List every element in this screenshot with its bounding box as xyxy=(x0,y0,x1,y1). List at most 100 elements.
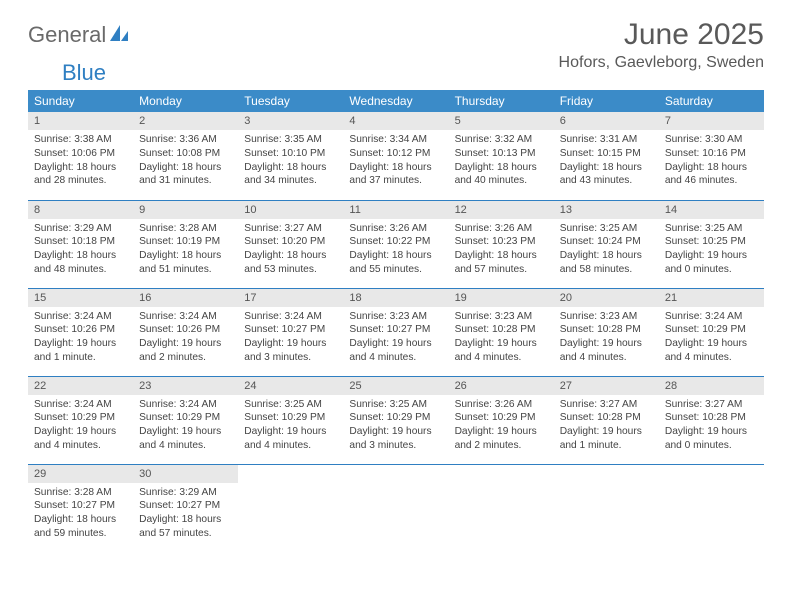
sunset-line: Sunset: 10:27 PM xyxy=(139,499,232,513)
sunset-line: Sunset: 10:26 PM xyxy=(139,323,232,337)
day-number: 7 xyxy=(659,112,764,130)
day-number: 21 xyxy=(659,289,764,307)
calendar-row: 22Sunrise: 3:24 AMSunset: 10:29 PMDaylig… xyxy=(28,376,764,464)
day-number: 28 xyxy=(659,377,764,395)
calendar-cell: 12Sunrise: 3:26 AMSunset: 10:23 PMDaylig… xyxy=(449,200,554,288)
sunset-line: Sunset: 10:08 PM xyxy=(139,147,232,161)
day-body: Sunrise: 3:28 AMSunset: 10:19 PMDaylight… xyxy=(133,219,238,283)
sunset-line: Sunset: 10:16 PM xyxy=(665,147,758,161)
daylight-line: Daylight: 18 hours and 28 minutes. xyxy=(34,161,127,189)
location: Hofors, Gaevleborg, Sweden xyxy=(559,54,764,72)
sunset-line: Sunset: 10:26 PM xyxy=(34,323,127,337)
sunrise-line: Sunrise: 3:24 AM xyxy=(34,398,127,412)
sunrise-line: Sunrise: 3:35 AM xyxy=(244,133,337,147)
day-number: 9 xyxy=(133,201,238,219)
calendar-row: 15Sunrise: 3:24 AMSunset: 10:26 PMDaylig… xyxy=(28,288,764,376)
sunset-line: Sunset: 10:25 PM xyxy=(665,235,758,249)
day-body: Sunrise: 3:29 AMSunset: 10:18 PMDaylight… xyxy=(28,219,133,283)
daylight-line: Daylight: 19 hours and 4 minutes. xyxy=(244,425,337,453)
calendar-cell: 5Sunrise: 3:32 AMSunset: 10:13 PMDayligh… xyxy=(449,112,554,200)
day-body: Sunrise: 3:28 AMSunset: 10:27 PMDaylight… xyxy=(28,483,133,547)
calendar-cell xyxy=(343,464,448,552)
calendar-cell: 24Sunrise: 3:25 AMSunset: 10:29 PMDaylig… xyxy=(238,376,343,464)
sunset-line: Sunset: 10:29 PM xyxy=(244,411,337,425)
sunrise-line: Sunrise: 3:32 AM xyxy=(455,133,548,147)
daylight-line: Daylight: 18 hours and 48 minutes. xyxy=(34,249,127,277)
sunrise-line: Sunrise: 3:29 AM xyxy=(34,222,127,236)
day-number: 1 xyxy=(28,112,133,130)
day-body: Sunrise: 3:24 AMSunset: 10:29 PMDaylight… xyxy=(659,307,764,371)
sunset-line: Sunset: 10:15 PM xyxy=(560,147,653,161)
month-title: June 2025 xyxy=(559,18,764,52)
calendar-cell: 27Sunrise: 3:27 AMSunset: 10:28 PMDaylig… xyxy=(554,376,659,464)
day-body: Sunrise: 3:25 AMSunset: 10:24 PMDaylight… xyxy=(554,219,659,283)
day-number: 18 xyxy=(343,289,448,307)
daylight-line: Daylight: 18 hours and 34 minutes. xyxy=(244,161,337,189)
sunrise-line: Sunrise: 3:23 AM xyxy=(455,310,548,324)
sunrise-line: Sunrise: 3:25 AM xyxy=(560,222,653,236)
day-number: 24 xyxy=(238,377,343,395)
day-body: Sunrise: 3:31 AMSunset: 10:15 PMDaylight… xyxy=(554,130,659,194)
sunset-line: Sunset: 10:28 PM xyxy=(560,411,653,425)
calendar-cell: 16Sunrise: 3:24 AMSunset: 10:26 PMDaylig… xyxy=(133,288,238,376)
daylight-line: Daylight: 19 hours and 4 minutes. xyxy=(455,337,548,365)
calendar-cell: 2Sunrise: 3:36 AMSunset: 10:08 PMDayligh… xyxy=(133,112,238,200)
daylight-line: Daylight: 18 hours and 31 minutes. xyxy=(139,161,232,189)
sunrise-line: Sunrise: 3:27 AM xyxy=(665,398,758,412)
calendar-cell: 13Sunrise: 3:25 AMSunset: 10:24 PMDaylig… xyxy=(554,200,659,288)
sunrise-line: Sunrise: 3:31 AM xyxy=(560,133,653,147)
daylight-line: Daylight: 19 hours and 0 minutes. xyxy=(665,249,758,277)
day-number: 4 xyxy=(343,112,448,130)
calendar-row: 8Sunrise: 3:29 AMSunset: 10:18 PMDayligh… xyxy=(28,200,764,288)
day-number: 10 xyxy=(238,201,343,219)
day-body: Sunrise: 3:35 AMSunset: 10:10 PMDaylight… xyxy=(238,130,343,194)
day-body: Sunrise: 3:27 AMSunset: 10:28 PMDaylight… xyxy=(659,395,764,459)
daylight-line: Daylight: 18 hours and 53 minutes. xyxy=(244,249,337,277)
daylight-line: Daylight: 19 hours and 1 minute. xyxy=(34,337,127,365)
day-number: 23 xyxy=(133,377,238,395)
daylight-line: Daylight: 18 hours and 51 minutes. xyxy=(139,249,232,277)
day-number: 22 xyxy=(28,377,133,395)
sunset-line: Sunset: 10:27 PM xyxy=(244,323,337,337)
sunrise-line: Sunrise: 3:24 AM xyxy=(34,310,127,324)
sunset-line: Sunset: 10:29 PM xyxy=(34,411,127,425)
day-number: 25 xyxy=(343,377,448,395)
day-body: Sunrise: 3:23 AMSunset: 10:28 PMDaylight… xyxy=(449,307,554,371)
day-body: Sunrise: 3:24 AMSunset: 10:26 PMDaylight… xyxy=(28,307,133,371)
sunrise-line: Sunrise: 3:26 AM xyxy=(455,222,548,236)
weekday-header: Sunday xyxy=(28,90,133,112)
sunrise-line: Sunrise: 3:24 AM xyxy=(244,310,337,324)
brand-logo: General xyxy=(28,22,130,48)
calendar-cell: 21Sunrise: 3:24 AMSunset: 10:29 PMDaylig… xyxy=(659,288,764,376)
sunset-line: Sunset: 10:29 PM xyxy=(349,411,442,425)
daylight-line: Daylight: 18 hours and 58 minutes. xyxy=(560,249,653,277)
calendar-cell: 26Sunrise: 3:26 AMSunset: 10:29 PMDaylig… xyxy=(449,376,554,464)
sunrise-line: Sunrise: 3:30 AM xyxy=(665,133,758,147)
day-number: 27 xyxy=(554,377,659,395)
calendar-cell: 28Sunrise: 3:27 AMSunset: 10:28 PMDaylig… xyxy=(659,376,764,464)
day-body: Sunrise: 3:36 AMSunset: 10:08 PMDaylight… xyxy=(133,130,238,194)
day-body: Sunrise: 3:26 AMSunset: 10:29 PMDaylight… xyxy=(449,395,554,459)
day-number: 26 xyxy=(449,377,554,395)
day-body: Sunrise: 3:32 AMSunset: 10:13 PMDaylight… xyxy=(449,130,554,194)
calendar-cell xyxy=(554,464,659,552)
day-number: 20 xyxy=(554,289,659,307)
day-number: 30 xyxy=(133,465,238,483)
day-number: 11 xyxy=(343,201,448,219)
sunset-line: Sunset: 10:12 PM xyxy=(349,147,442,161)
brand-text-general: General xyxy=(28,22,106,48)
sunset-line: Sunset: 10:13 PM xyxy=(455,147,548,161)
weekday-header: Tuesday xyxy=(238,90,343,112)
calendar-cell: 19Sunrise: 3:23 AMSunset: 10:28 PMDaylig… xyxy=(449,288,554,376)
day-number: 8 xyxy=(28,201,133,219)
sunset-line: Sunset: 10:20 PM xyxy=(244,235,337,249)
calendar-cell: 1Sunrise: 3:38 AMSunset: 10:06 PMDayligh… xyxy=(28,112,133,200)
day-body: Sunrise: 3:25 AMSunset: 10:25 PMDaylight… xyxy=(659,219,764,283)
day-body: Sunrise: 3:26 AMSunset: 10:22 PMDaylight… xyxy=(343,219,448,283)
sunset-line: Sunset: 10:19 PM xyxy=(139,235,232,249)
daylight-line: Daylight: 19 hours and 0 minutes. xyxy=(665,425,758,453)
sunrise-line: Sunrise: 3:28 AM xyxy=(34,486,127,500)
sunrise-line: Sunrise: 3:26 AM xyxy=(349,222,442,236)
sunrise-line: Sunrise: 3:26 AM xyxy=(455,398,548,412)
day-number: 6 xyxy=(554,112,659,130)
